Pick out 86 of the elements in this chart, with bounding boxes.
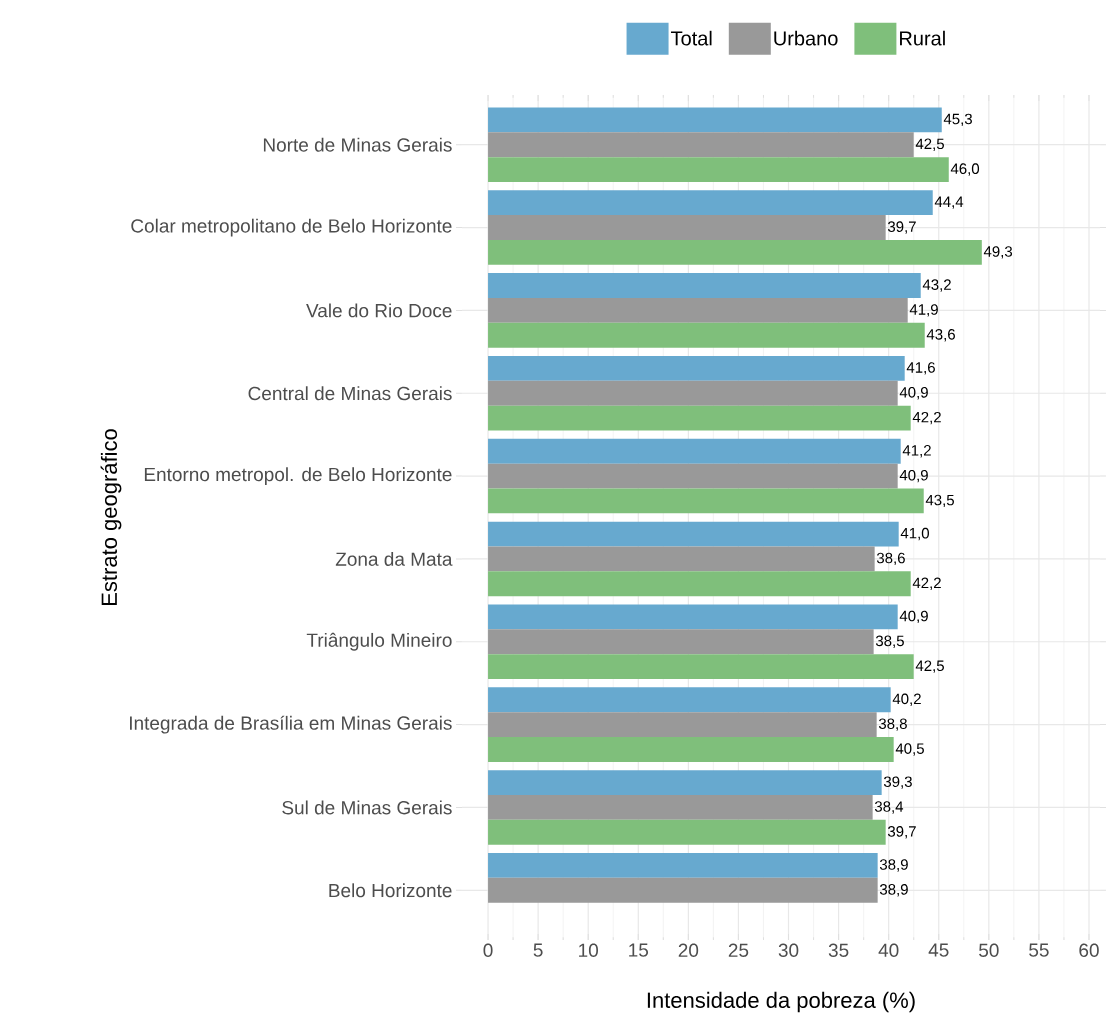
data-label: 45,3	[943, 113, 972, 127]
x-tick-label: 30	[778, 943, 799, 957]
bar	[488, 132, 914, 158]
bar	[488, 107, 942, 133]
bar	[488, 463, 898, 489]
data-label: 41,6	[906, 362, 935, 375]
y-tick-label: Vale do Rio Doce	[306, 303, 452, 318]
data-label: 42,2	[912, 411, 941, 425]
bar	[488, 521, 899, 547]
data-label: 40,5	[895, 743, 924, 756]
bar	[488, 877, 878, 903]
bar	[488, 687, 891, 713]
data-label: 43,5	[925, 494, 954, 508]
legend-label: Total	[671, 30, 712, 46]
data-label: 40,9	[899, 469, 928, 483]
data-label: 41,9	[909, 304, 938, 317]
data-label: 43,6	[926, 329, 955, 342]
bar	[488, 438, 901, 464]
bar	[488, 546, 875, 572]
data-label: 39,7	[887, 826, 916, 839]
y-tick-label: Sul de Minas Gerais	[282, 800, 452, 815]
data-label: 42,5	[915, 138, 944, 151]
data-label: 42,2	[912, 577, 941, 590]
bar	[488, 215, 886, 240]
bar	[488, 190, 933, 216]
data-label: 40,9	[899, 610, 928, 624]
x-tick-label: 40	[878, 943, 899, 957]
y-axis-title: Estrato geográfico	[100, 429, 122, 605]
bar	[488, 380, 898, 406]
x-tick-label: 25	[728, 943, 749, 957]
bar	[488, 273, 921, 298]
x-tick-label: 15	[629, 943, 649, 957]
x-tick-label: 5	[533, 943, 543, 957]
data-label: 49,3	[983, 246, 1013, 259]
data-label: 38,4	[874, 801, 904, 814]
x-tick-label: 45	[928, 943, 949, 957]
x-axis-title: Intensidade da pobreza (%)	[647, 991, 915, 1013]
data-label: 41,0	[900, 527, 929, 541]
data-label: 41,2	[902, 445, 931, 458]
data-label: 38,9	[879, 859, 908, 872]
legend-label: Rural	[900, 30, 945, 46]
legend-label: Urbano	[774, 30, 838, 46]
x-tick-label: 50	[979, 943, 999, 957]
bar	[488, 770, 882, 796]
bar	[488, 239, 982, 265]
bar	[488, 322, 925, 348]
x-tick-label: 35	[828, 943, 849, 957]
bar	[488, 355, 905, 381]
data-label: 38,6	[876, 552, 905, 566]
bar	[488, 571, 911, 597]
data-label: 38,9	[879, 884, 908, 897]
data-label: 44,4	[934, 196, 964, 209]
bar	[488, 712, 877, 738]
data-label: 38,8	[878, 718, 907, 731]
bar	[488, 853, 878, 878]
bar	[488, 604, 898, 630]
bar	[488, 654, 914, 680]
bar	[488, 157, 949, 182]
bar	[488, 819, 886, 845]
data-label: 40,9	[899, 387, 928, 400]
bar	[488, 488, 924, 514]
bar	[488, 795, 873, 820]
bar	[488, 405, 911, 431]
y-tick-label: Norte de Minas Gerais	[263, 137, 452, 152]
x-tick-label: 0	[483, 943, 493, 957]
bar	[488, 297, 908, 323]
data-label: 40,2	[892, 693, 921, 706]
data-label: 42,5	[915, 660, 944, 673]
data-label: 39,3	[883, 776, 912, 789]
y-tick-label: Triângulo Mineiro	[306, 632, 452, 651]
data-label: 43,2	[922, 279, 951, 292]
y-tick-label: Central de Minas Gerais	[248, 386, 452, 401]
y-tick-label: Zona da Mata	[335, 551, 453, 566]
data-label: 46,0	[950, 163, 980, 176]
x-tick-label: 55	[1029, 943, 1049, 957]
y-tick-label: Colar metropolitano de Belo Horizonte	[131, 218, 452, 237]
x-tick-label: 60	[1079, 943, 1099, 957]
bar	[488, 737, 894, 762]
data-label: 39,7	[887, 221, 916, 234]
x-tick-label: 10	[579, 943, 599, 957]
y-tick-label: Entorno metropol. de Belo Horizonte	[144, 467, 452, 485]
bar	[488, 629, 874, 655]
y-tick-label: Belo Horizonte	[329, 883, 452, 898]
data-label: 38,5	[875, 635, 904, 648]
y-tick-label: Integrada de Brasília em Minas Gerais	[130, 715, 452, 734]
x-tick-label: 20	[678, 943, 699, 957]
